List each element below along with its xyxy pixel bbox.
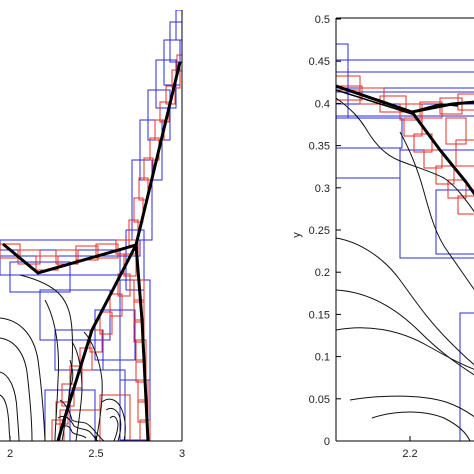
left-red-refinement-boxes [0, 54, 182, 441]
right-y-tick-label: 0.1 [315, 352, 330, 364]
right-y-tick-label: 0.3 [315, 183, 330, 195]
left-panel: 2 2.5 3 [0, 10, 185, 460]
right-y-axis-label: y [291, 232, 303, 238]
left-x-tick-label: 2.5 [88, 448, 103, 460]
right-y-ticks: 0 0.05 0.1 0.15 0.2 0.25 0.3 0.35 0.4 0.45 0.5 [309, 14, 341, 448]
left-plot-area [0, 10, 182, 441]
right-plot-area [336, 43, 474, 441]
right-shock-front [336, 84, 474, 196]
left-shock-front [2, 61, 182, 441]
right-panel: 0 0.05 0.1 0.15 0.2 0.25 0.3 0.35 0.4 0.45 0.5 2.2… [291, 14, 474, 460]
right-y-tick-label: 0.4 [315, 98, 330, 110]
right-y-tick-label: 0.25 [309, 225, 330, 237]
right-y-tick-label: 0 [324, 436, 330, 448]
right-x-tick-label: 2.2 [402, 448, 417, 460]
right-y-tick-label: 0.5 [315, 14, 330, 26]
right-red-refinement-boxes [336, 75, 474, 215]
left-x-tick-label: 2 [7, 448, 13, 460]
left-x-tick-label: 3 [179, 448, 185, 460]
right-x-ticks: 2.2 [402, 436, 418, 460]
right-y-tick-label: 0.2 [315, 267, 330, 279]
right-y-tick-label: 0.35 [309, 141, 330, 153]
right-y-tick-label: 0.45 [309, 56, 330, 68]
right-y-tick-label: 0.15 [309, 309, 330, 321]
right-contour-lines [336, 97, 474, 441]
right-y-tick-label: 0.05 [309, 394, 330, 406]
left-x-ticks: 2 2.5 3 [7, 436, 185, 460]
